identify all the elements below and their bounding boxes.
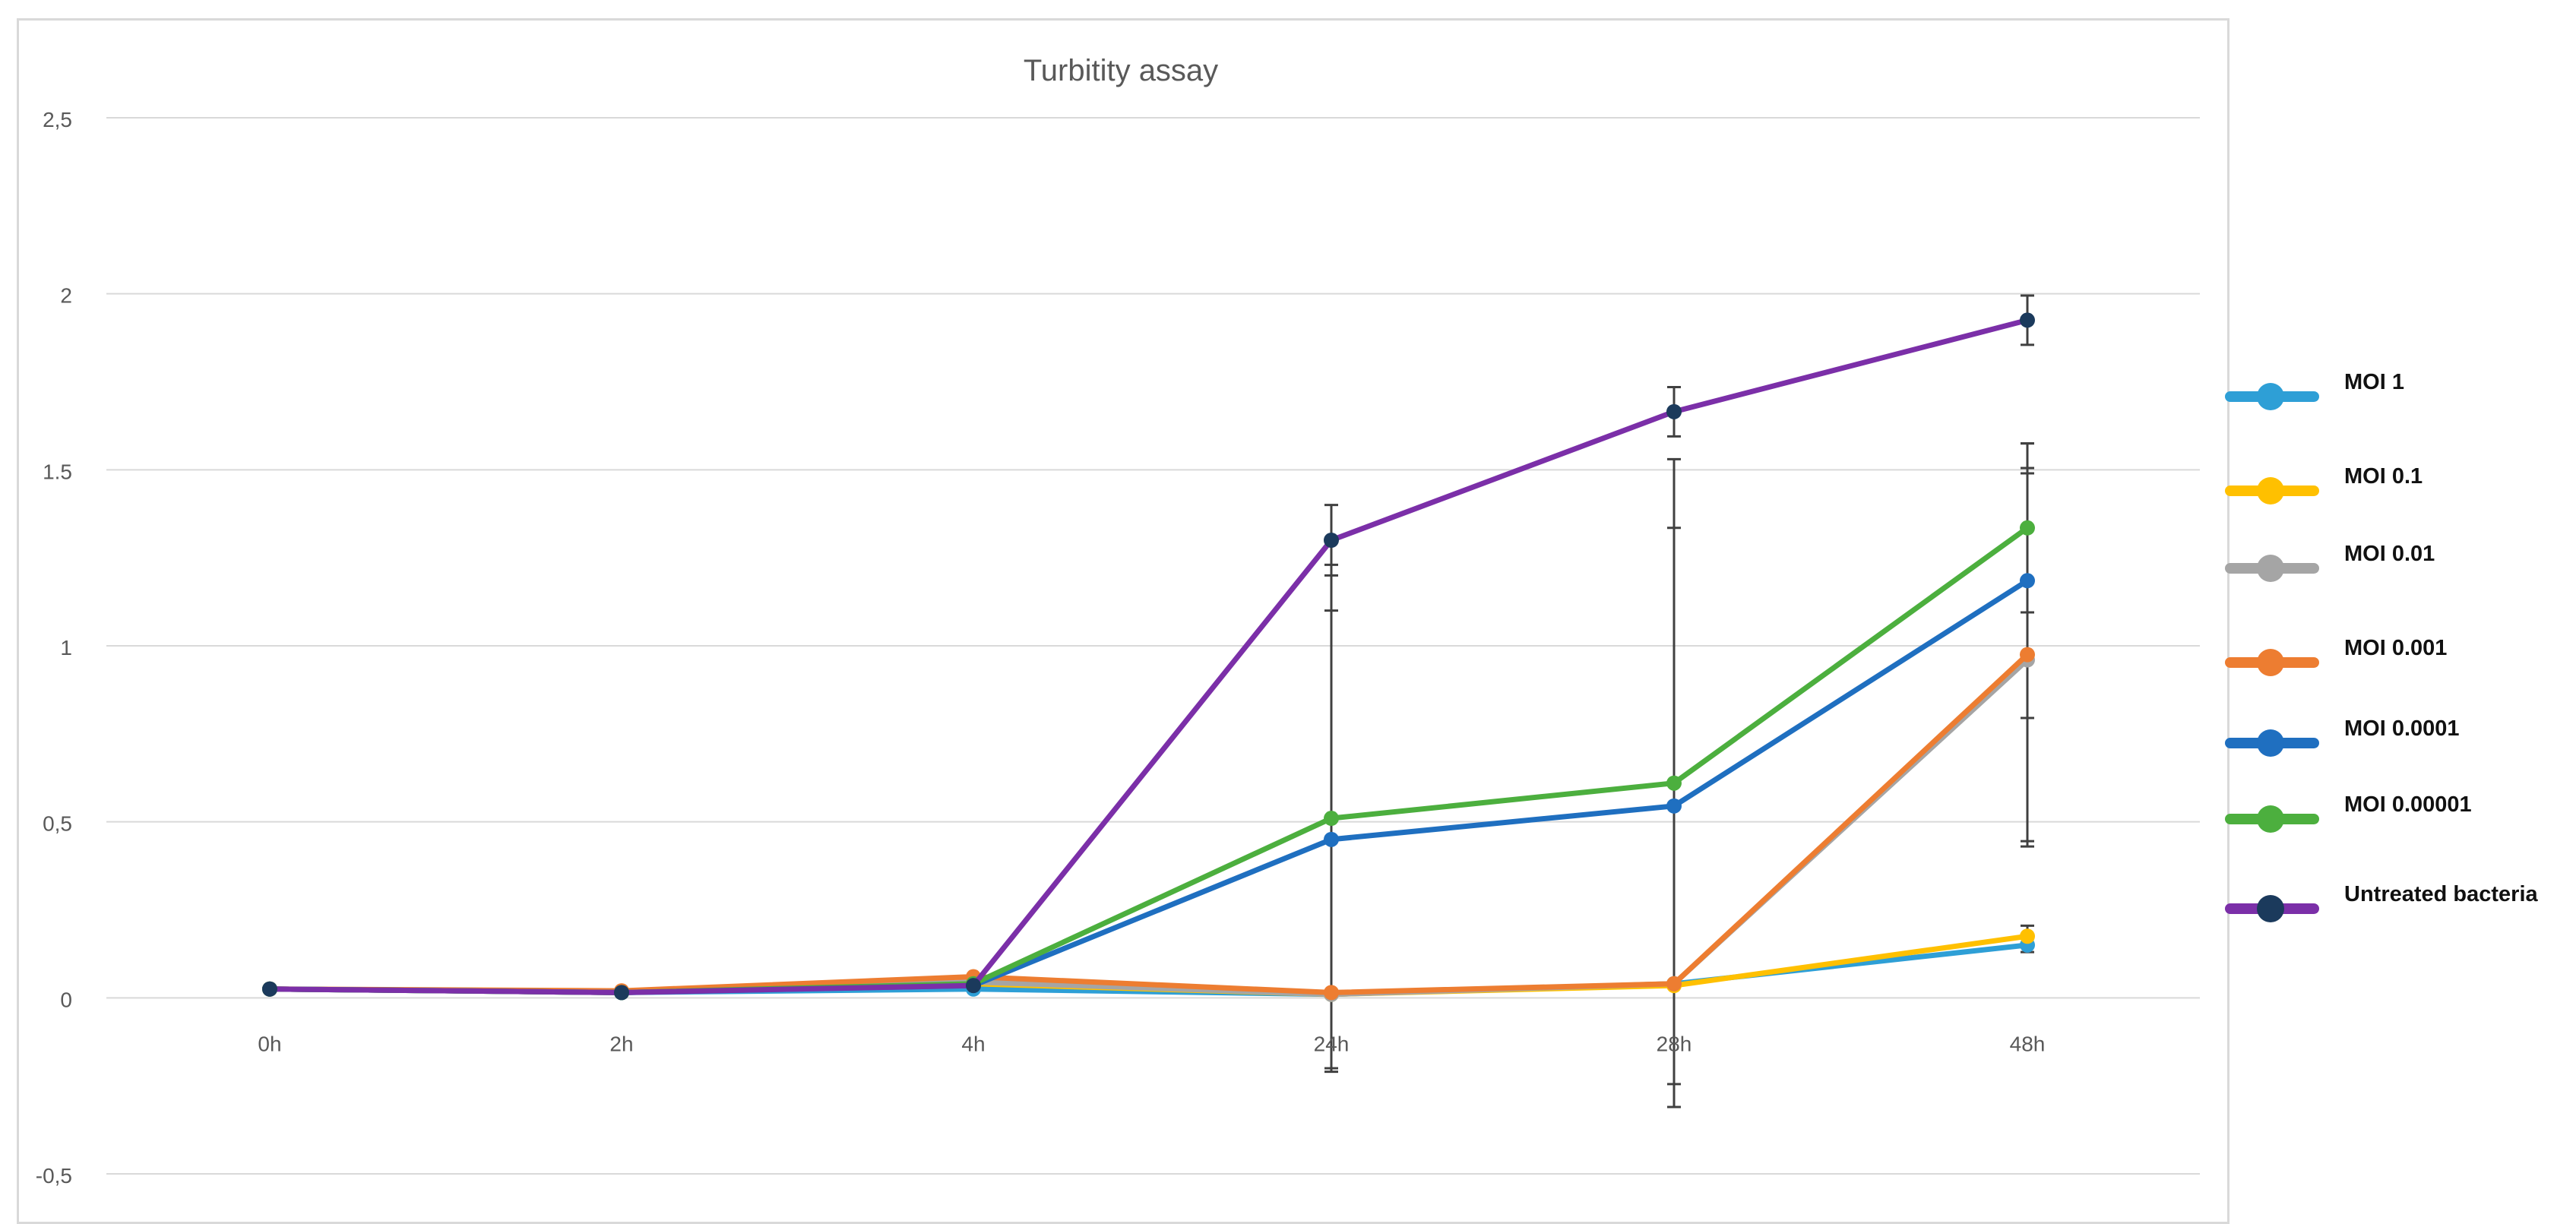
legend-item: MOI 0.01	[2230, 542, 2435, 582]
data-point	[2020, 573, 2035, 588]
legend-label: MOI 1	[2344, 370, 2404, 394]
series-5	[262, 520, 2035, 1001]
data-point	[1666, 776, 1682, 791]
data-point	[1324, 985, 1339, 1000]
legend-marker	[2257, 895, 2284, 922]
chart-title: Turbitity assay	[1024, 54, 1218, 87]
data-point	[1324, 811, 1339, 826]
legend-marker	[2257, 383, 2284, 410]
legend-label: MOI 0.001	[2344, 636, 2447, 660]
data-point	[1666, 404, 1682, 419]
series-line	[270, 528, 2027, 993]
y-tick-label: 2	[60, 284, 72, 308]
series-2	[262, 653, 2035, 1002]
y-tick-label: 2,5	[43, 108, 72, 131]
data-point	[966, 978, 981, 993]
data-point	[2020, 520, 2035, 536]
series-line	[270, 660, 2027, 995]
y-tick-label: 0,5	[43, 812, 72, 836]
data-point	[1324, 832, 1339, 847]
legend-label: MOI 0.00001	[2344, 792, 2472, 817]
series-line	[270, 320, 2027, 992]
x-axis-ticks: 0h 2h 4h 24h 28h 48h	[258, 1032, 2045, 1055]
legend-item: MOI 0.00001	[2230, 792, 2472, 833]
legend-label: MOI 0.01	[2344, 542, 2435, 566]
legend-item: Untreated bacteria	[2230, 882, 2539, 922]
x-tick-label: 48h	[2010, 1032, 2046, 1055]
data-point	[2020, 928, 2035, 944]
legend-marker	[2257, 805, 2284, 833]
legend-label: Untreated bacteria	[2344, 882, 2539, 906]
data-point	[2020, 647, 2035, 663]
data-point	[1324, 533, 1339, 548]
x-tick-label: 2h	[609, 1032, 633, 1055]
series-line	[270, 655, 2027, 993]
x-tick-label: 28h	[1657, 1032, 1692, 1055]
y-axis-ticks: -0,5 0 0,5 1 1.5 2 2,5	[36, 108, 72, 1188]
legend-marker	[2257, 729, 2284, 757]
legend-marker	[2257, 555, 2284, 582]
legend-label: MOI 0.1	[2344, 464, 2423, 489]
data-point	[1666, 976, 1682, 992]
series-lines	[262, 312, 2035, 1001]
legend: MOI 1 MOI 0.1 MOI 0.01 MOI 0.001 MOI 0.0001 M…	[2230, 370, 2539, 922]
series-4	[262, 573, 2035, 1000]
y-tick-label: -0,5	[36, 1164, 72, 1188]
y-tick-label: 0	[60, 988, 72, 1011]
data-point	[1666, 799, 1682, 814]
gridlines	[106, 118, 2200, 1174]
series-3	[262, 647, 2035, 1001]
data-point	[614, 985, 629, 1000]
x-tick-label: 4h	[961, 1032, 985, 1055]
series-line	[270, 580, 2027, 992]
x-tick-label: 24h	[1314, 1032, 1350, 1055]
legend-item: MOI 0.1	[2230, 464, 2423, 504]
legend-label: MOI 0.0001	[2344, 716, 2460, 741]
x-tick-label: 0h	[258, 1032, 281, 1055]
y-tick-label: 1.5	[43, 460, 72, 483]
legend-item: MOI 1	[2230, 370, 2404, 410]
data-point	[262, 982, 277, 997]
y-tick-label: 1	[60, 636, 72, 659]
legend-marker	[2257, 649, 2284, 676]
legend-item: MOI 0.001	[2230, 636, 2447, 676]
data-point	[2020, 312, 2035, 327]
legend-marker	[2257, 477, 2284, 504]
legend-item: MOI 0.0001	[2230, 716, 2460, 757]
